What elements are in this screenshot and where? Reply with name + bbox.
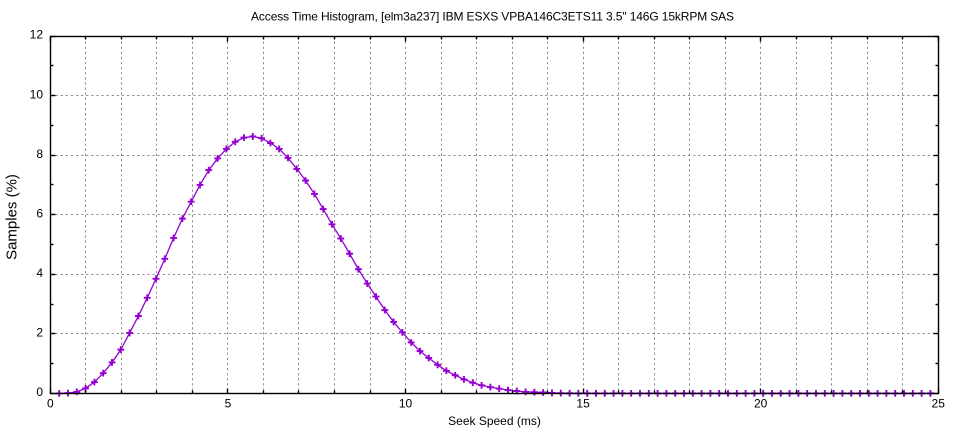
svg-text:Access Time Histogram, [elm3a2: Access Time Histogram, [elm3a237] IBM ES… bbox=[251, 10, 734, 24]
svg-text:0: 0 bbox=[47, 397, 54, 411]
svg-text:20: 20 bbox=[754, 397, 768, 411]
svg-text:Samples (%): Samples (%) bbox=[4, 174, 21, 260]
svg-text:8: 8 bbox=[36, 147, 43, 161]
svg-text:Seek Speed (ms): Seek Speed (ms) bbox=[448, 414, 541, 428]
svg-text:25: 25 bbox=[932, 397, 946, 411]
svg-text:2: 2 bbox=[36, 325, 43, 339]
svg-text:0: 0 bbox=[36, 385, 43, 399]
svg-text:6: 6 bbox=[36, 206, 43, 220]
svg-text:4: 4 bbox=[36, 266, 43, 280]
svg-text:10: 10 bbox=[30, 87, 44, 101]
svg-text:5: 5 bbox=[225, 397, 232, 411]
svg-text:12: 12 bbox=[30, 28, 44, 42]
svg-text:10: 10 bbox=[399, 397, 413, 411]
svg-text:15: 15 bbox=[576, 397, 590, 411]
